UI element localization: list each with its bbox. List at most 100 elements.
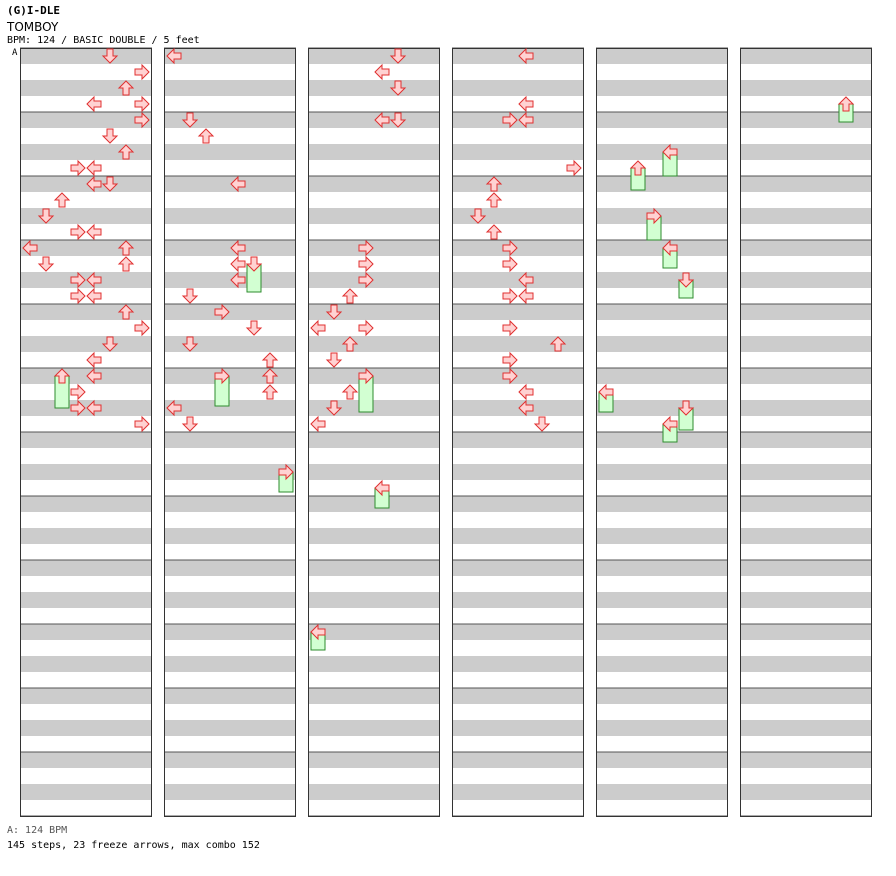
beat-stripe <box>308 496 440 512</box>
beat-stripe <box>596 528 728 544</box>
beat-stripe <box>164 704 296 720</box>
beat-stripe <box>308 320 440 336</box>
beat-stripe <box>596 576 728 592</box>
beat-stripe <box>20 704 152 720</box>
beat-stripe <box>308 256 440 272</box>
beat-stripe <box>740 560 872 576</box>
beat-stripe <box>308 80 440 96</box>
beat-stripe <box>20 288 152 304</box>
arrow-icon <box>117 144 135 160</box>
beat-stripe <box>740 512 872 528</box>
arrow-icon <box>53 368 71 384</box>
beat-stripe <box>596 368 728 384</box>
beat-stripe <box>740 336 872 352</box>
beat-stripe <box>740 352 872 368</box>
beat-stripe <box>596 80 728 96</box>
beat-stripe <box>740 464 872 480</box>
beat-stripe <box>308 688 440 704</box>
beat-stripe <box>308 480 440 496</box>
arrow-icon <box>86 287 102 305</box>
beat-stripe <box>164 304 296 320</box>
beat-stripe <box>452 656 584 672</box>
arrow-icon <box>502 287 518 305</box>
beat-stripe <box>452 720 584 736</box>
beat-stripe <box>740 592 872 608</box>
beat-stripe <box>596 400 728 416</box>
beat-stripe <box>740 400 872 416</box>
arrow-icon <box>374 479 390 497</box>
arrow-icon <box>502 351 518 369</box>
beat-stripe <box>740 608 872 624</box>
bpm-marker: A <box>12 48 18 58</box>
beat-stripe <box>164 496 296 512</box>
arrow-icon <box>86 271 102 289</box>
chart-column <box>308 47 440 817</box>
beat-stripe <box>452 704 584 720</box>
beat-stripe <box>740 496 872 512</box>
beat-stripe <box>20 336 152 352</box>
beat-stripe <box>596 176 728 192</box>
arrow-icon <box>629 160 647 176</box>
beat-stripe <box>596 96 728 112</box>
beat-stripe <box>164 480 296 496</box>
beat-stripe <box>20 528 152 544</box>
beat-stripe <box>596 640 728 656</box>
beat-stripe <box>452 640 584 656</box>
beat-stripe <box>740 320 872 336</box>
beat-stripe <box>20 176 152 192</box>
arrow-icon <box>214 303 230 321</box>
beat-stripe <box>308 512 440 528</box>
beat-stripe <box>20 48 152 64</box>
beat-stripe <box>308 592 440 608</box>
arrow-icon <box>86 159 102 177</box>
beat-stripe <box>596 336 728 352</box>
beat-stripe <box>308 464 440 480</box>
arrow-icon <box>662 239 678 257</box>
beat-stripe <box>740 288 872 304</box>
beat-stripe <box>740 176 872 192</box>
beat-stripe <box>20 640 152 656</box>
arrow-icon <box>358 367 374 385</box>
beat-stripe <box>452 688 584 704</box>
beat-stripe <box>20 272 152 288</box>
beat-stripe <box>164 752 296 768</box>
beat-stripe <box>452 304 584 320</box>
beat-stripe <box>596 224 728 240</box>
beat-stripe <box>740 240 872 256</box>
beat-stripe <box>164 112 296 128</box>
arrow-icon <box>358 255 374 273</box>
beat-stripe <box>740 272 872 288</box>
beat-stripe <box>164 528 296 544</box>
arrow-icon <box>566 159 582 177</box>
arrow-icon <box>166 399 182 417</box>
beat-stripe <box>164 192 296 208</box>
beat-stripe <box>164 448 296 464</box>
beat-stripe <box>308 432 440 448</box>
beat-stripe <box>308 672 440 688</box>
arrow-icon <box>197 128 215 144</box>
arrow-icon <box>181 288 199 304</box>
arrow-icon <box>341 336 359 352</box>
chart-column <box>20 47 152 817</box>
beat-stripe <box>740 544 872 560</box>
beat-stripe <box>164 592 296 608</box>
arrow-icon <box>245 320 263 336</box>
arrow-icon <box>646 207 662 225</box>
arrow-icon <box>181 416 199 432</box>
beat-stripe <box>308 528 440 544</box>
arrow-icon <box>485 176 503 192</box>
beat-stripe <box>740 768 872 784</box>
beat-stripe <box>20 160 152 176</box>
beat-stripe <box>164 736 296 752</box>
beat-stripe <box>164 688 296 704</box>
arrow-icon <box>70 271 86 289</box>
arrow-icon <box>533 416 551 432</box>
beat-stripe <box>452 480 584 496</box>
beat-stripe <box>164 544 296 560</box>
beat-stripe <box>164 128 296 144</box>
artist-name: (G)I-DLE <box>7 4 60 17</box>
column-border <box>308 48 440 817</box>
beat-stripe <box>164 656 296 672</box>
arrow-icon <box>117 80 135 96</box>
arrow-icon <box>325 352 343 368</box>
